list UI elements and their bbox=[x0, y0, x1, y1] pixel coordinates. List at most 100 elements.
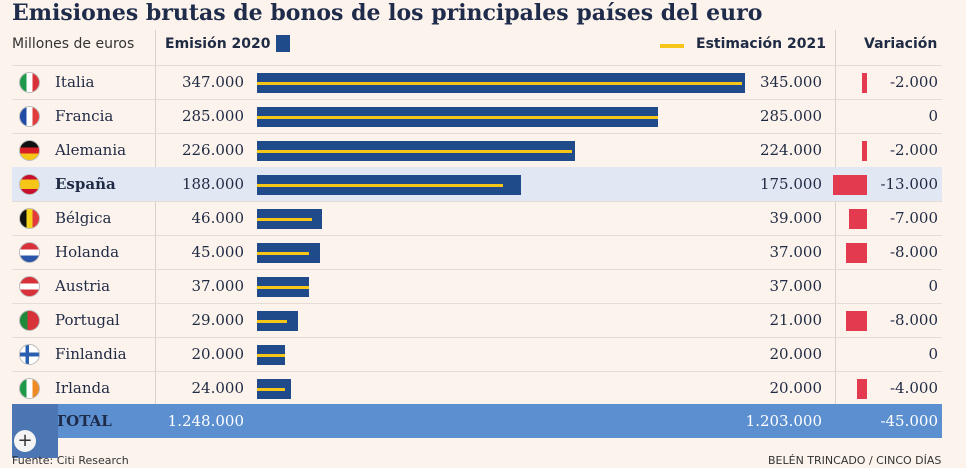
table-row: Finlandia 20.000 20.000 0 bbox=[12, 337, 942, 371]
variation-value: -8.000 bbox=[889, 311, 938, 329]
variation-bar bbox=[862, 73, 867, 93]
country-label: Finlandia bbox=[55, 345, 127, 363]
total-2020-value: 1.248.000 bbox=[167, 412, 244, 430]
flag-austria-icon bbox=[19, 276, 40, 297]
row-divider bbox=[12, 371, 942, 372]
value-2021: 37.000 bbox=[769, 277, 823, 295]
total-2021-value: 1.203.000 bbox=[745, 412, 822, 430]
value-2020: 37.000 bbox=[191, 277, 245, 295]
flag-spain-icon bbox=[19, 174, 40, 195]
legend-2021-label: Estimación 2021 bbox=[696, 36, 826, 52]
row-divider bbox=[12, 337, 942, 338]
total-row: TOTAL 1.248.000 1.203.000 -45.000 bbox=[12, 404, 942, 438]
value-2020: 24.000 bbox=[191, 379, 245, 397]
variation-value: -4.000 bbox=[889, 379, 938, 397]
variation-header: Variación bbox=[864, 36, 938, 52]
variation-bar bbox=[862, 141, 867, 161]
variation-bar bbox=[857, 379, 867, 399]
row-divider bbox=[12, 303, 942, 304]
value-2021: 20.000 bbox=[769, 379, 823, 397]
value-2021: 285.000 bbox=[759, 107, 822, 125]
total-label: TOTAL bbox=[55, 412, 112, 430]
flag-netherlands-icon bbox=[19, 242, 40, 263]
variation-bar bbox=[833, 175, 867, 195]
country-label: España bbox=[55, 175, 116, 193]
variation-bar bbox=[846, 311, 867, 331]
column-divider bbox=[835, 30, 836, 438]
value-2020: 188.000 bbox=[181, 175, 244, 193]
variation-value: 0 bbox=[928, 345, 938, 363]
flag-finland-icon bbox=[19, 344, 40, 365]
table-row: Holanda 45.000 37.000 -8.000 bbox=[12, 235, 942, 269]
value-2020: 29.000 bbox=[191, 311, 245, 329]
bar-2021 bbox=[257, 218, 312, 221]
row-divider bbox=[12, 133, 942, 134]
table-row: Austria 37.000 37.000 0 bbox=[12, 269, 942, 303]
bar-2021 bbox=[257, 116, 658, 119]
bar-2021 bbox=[257, 286, 309, 289]
flag-portugal-icon bbox=[19, 310, 40, 331]
table-row: Alemania 226.000 224.000 -2.000 bbox=[12, 133, 942, 167]
chart-title: Emisiones brutas de bonos de los princip… bbox=[12, 0, 763, 26]
variation-bar bbox=[849, 209, 867, 229]
value-2020: 347.000 bbox=[181, 73, 244, 91]
total-variation-value: -45.000 bbox=[880, 412, 938, 430]
flag-france-icon bbox=[19, 106, 40, 127]
variation-value: -7.000 bbox=[889, 209, 938, 227]
value-2021: 39.000 bbox=[769, 209, 823, 227]
value-2021: 175.000 bbox=[759, 175, 822, 193]
plus-icon[interactable]: + bbox=[14, 430, 36, 452]
value-2020: 45.000 bbox=[191, 243, 245, 261]
table-row: España 188.000 175.000 -13.000 bbox=[12, 167, 942, 201]
country-label: Francia bbox=[55, 107, 114, 125]
row-divider bbox=[12, 65, 942, 66]
table-row: Francia 285.000 285.000 0 bbox=[12, 99, 942, 133]
flag-belgium-icon bbox=[19, 208, 40, 229]
table-row: Irlanda 24.000 20.000 -4.000 bbox=[12, 371, 942, 405]
country-label: Irlanda bbox=[55, 379, 111, 397]
credit-note: BELÉN TRINCADO / CINCO DÍAS bbox=[768, 454, 942, 467]
legend-2021-swatch bbox=[660, 44, 684, 48]
country-label: Alemania bbox=[55, 141, 127, 159]
value-2021: 37.000 bbox=[769, 243, 823, 261]
table-row: Italia 347.000 345.000 -2.000 bbox=[12, 65, 942, 99]
flag-italy-icon bbox=[19, 72, 40, 93]
flag-ireland-icon bbox=[19, 378, 40, 399]
value-2021: 224.000 bbox=[759, 141, 822, 159]
legend-2020-swatch bbox=[276, 35, 290, 52]
variation-value: -2.000 bbox=[889, 141, 938, 159]
value-2020: 20.000 bbox=[191, 345, 245, 363]
value-2020: 226.000 bbox=[181, 141, 244, 159]
variation-value: -13.000 bbox=[880, 175, 938, 193]
value-2021: 20.000 bbox=[769, 345, 823, 363]
bar-2021 bbox=[257, 150, 572, 153]
bar-2021 bbox=[257, 354, 285, 357]
variation-bar bbox=[846, 243, 867, 263]
bar-2021 bbox=[257, 82, 742, 85]
bar-2021 bbox=[257, 252, 309, 255]
country-label: Bélgica bbox=[55, 209, 112, 227]
table-row: Portugal 29.000 21.000 -8.000 bbox=[12, 303, 942, 337]
row-divider bbox=[12, 99, 942, 100]
column-divider bbox=[155, 30, 156, 438]
variation-value: -2.000 bbox=[889, 73, 938, 91]
bar-2021 bbox=[257, 388, 285, 391]
legend-2020-label: Emisión 2020 bbox=[165, 36, 271, 52]
source-note: Fuente: Citi Research bbox=[12, 454, 129, 467]
value-2020: 46.000 bbox=[191, 209, 245, 227]
variation-value: 0 bbox=[928, 107, 938, 125]
row-divider bbox=[12, 269, 942, 270]
flag-germany-icon bbox=[19, 140, 40, 161]
country-label: Italia bbox=[55, 73, 95, 91]
units-label: Millones de euros bbox=[12, 36, 135, 52]
table-row: Bélgica 46.000 39.000 -7.000 bbox=[12, 201, 942, 235]
value-2021: 345.000 bbox=[759, 73, 822, 91]
row-divider bbox=[12, 201, 942, 202]
country-label: Portugal bbox=[55, 311, 120, 329]
country-label: Holanda bbox=[55, 243, 120, 261]
bar-2021 bbox=[257, 184, 503, 187]
value-2020: 285.000 bbox=[181, 107, 244, 125]
bar-2021 bbox=[257, 320, 287, 323]
variation-value: 0 bbox=[928, 277, 938, 295]
country-label: Austria bbox=[55, 277, 111, 295]
